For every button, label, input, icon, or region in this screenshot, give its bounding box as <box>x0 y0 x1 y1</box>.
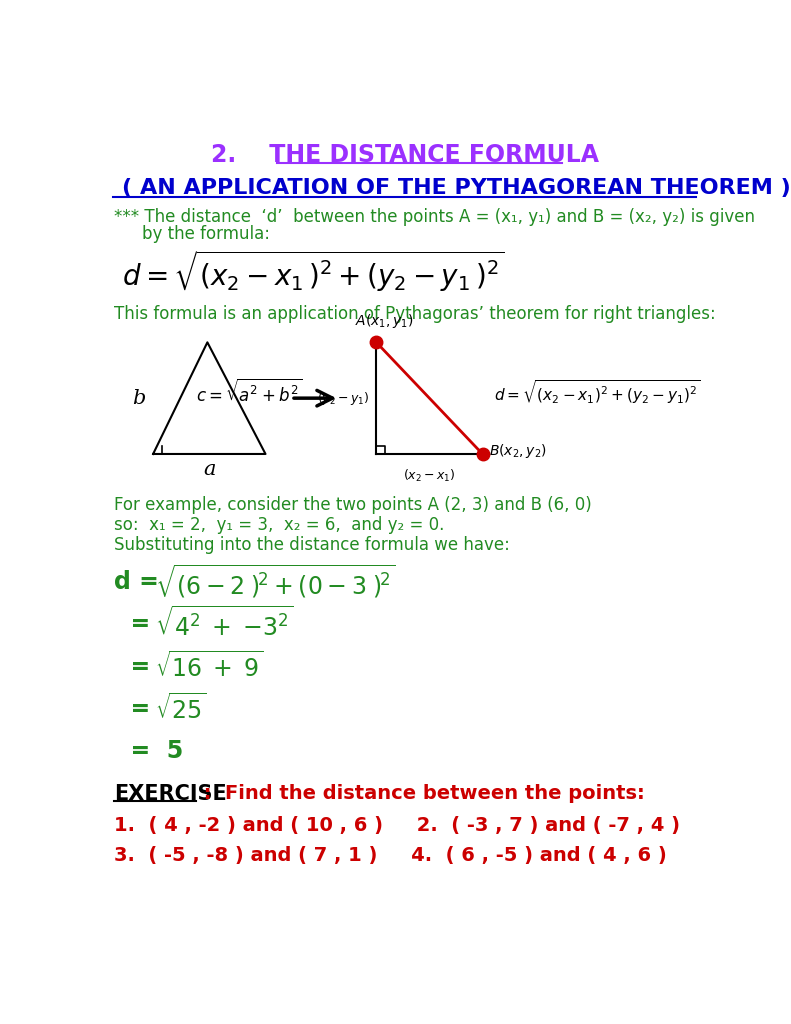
Text: =  5: = 5 <box>115 739 184 763</box>
Text: =: = <box>115 612 150 636</box>
Text: $c = \sqrt{a^2 + b^2}$: $c = \sqrt{a^2 + b^2}$ <box>195 378 302 406</box>
Text: $\sqrt{16\;+\;9}$: $\sqrt{16\;+\;9}$ <box>155 651 263 682</box>
Text: $\sqrt{25}$: $\sqrt{25}$ <box>155 693 206 724</box>
Text: $A(x_1, y_1)$: $A(x_1, y_1)$ <box>355 312 414 330</box>
Text: *** The distance  ‘d’  between the points A = (x₁, y₁) and B = (x₂, y₂) is given: *** The distance ‘d’ between the points … <box>115 208 755 226</box>
Text: Substituting into the distance formula we have:: Substituting into the distance formula w… <box>115 536 510 554</box>
Text: $d = \sqrt{(x_2 - x_1)^2 + (y_2 - y_1)^2}$: $d = \sqrt{(x_2 - x_1)^2 + (y_2 - y_1)^2… <box>494 378 701 406</box>
Text: This formula is an application of Pythagoras’ theorem for right triangles:: This formula is an application of Pythag… <box>115 305 716 323</box>
Text: 3.  ( -5 , -8 ) and ( 7 , 1 )     4.  ( 6 , -5 ) and ( 4 , 6 ): 3. ( -5 , -8 ) and ( 7 , 1 ) 4. ( 6 , -5… <box>115 846 667 864</box>
Text: =: = <box>115 697 150 721</box>
Text: $B(x_2, y_2)$: $B(x_2, y_2)$ <box>489 442 547 460</box>
Text: 2.    THE DISTANCE FORMULA: 2. THE DISTANCE FORMULA <box>211 143 599 167</box>
Text: $d = \sqrt{(x_2 - x_1\,)^2 + (y_2 - y_1\,)^2}$: $d = \sqrt{(x_2 - x_1\,)^2 + (y_2 - y_1\… <box>122 248 505 294</box>
Text: so:  x₁ = 2,  y₁ = 3,  x₂ = 6,  and y₂ = 0.: so: x₁ = 2, y₁ = 3, x₂ = 6, and y₂ = 0. <box>115 516 445 534</box>
Text: $(y_2 - y_1)$: $(y_2 - y_1)$ <box>317 390 370 407</box>
Text: =: = <box>115 654 150 679</box>
Text: by the formula:: by the formula: <box>142 224 270 243</box>
Text: a: a <box>203 460 216 479</box>
Text: $\sqrt{4^2\;+\;{-3}^2}$: $\sqrt{4^2\;+\;{-3}^2}$ <box>155 606 293 642</box>
Text: EXERCISE: EXERCISE <box>115 783 227 804</box>
Text: $(x_2 - x_1)$: $(x_2 - x_1)$ <box>403 468 456 484</box>
Text: b: b <box>132 389 146 408</box>
Text: d =: d = <box>115 569 159 594</box>
Text: 1.  ( 4 , -2 ) and ( 10 , 6 )     2.  ( -3 , 7 ) and ( -7 , 4 ): 1. ( 4 , -2 ) and ( 10 , 6 ) 2. ( -3 , 7… <box>115 816 680 836</box>
Text: $\sqrt{( 6-2\;)^{\!2} + (0-3\;)^{\!2}}$: $\sqrt{( 6-2\;)^{\!2} + (0-3\;)^{\!2}}$ <box>155 562 396 601</box>
Text: :  Find the distance between the points:: : Find the distance between the points: <box>197 784 645 803</box>
Text: ( AN APPLICATION OF THE PYTHAGOREAN THEOREM ): ( AN APPLICATION OF THE PYTHAGOREAN THEO… <box>122 178 791 199</box>
Text: For example, consider the two points A (2, 3) and B (6, 0): For example, consider the two points A (… <box>115 496 592 514</box>
